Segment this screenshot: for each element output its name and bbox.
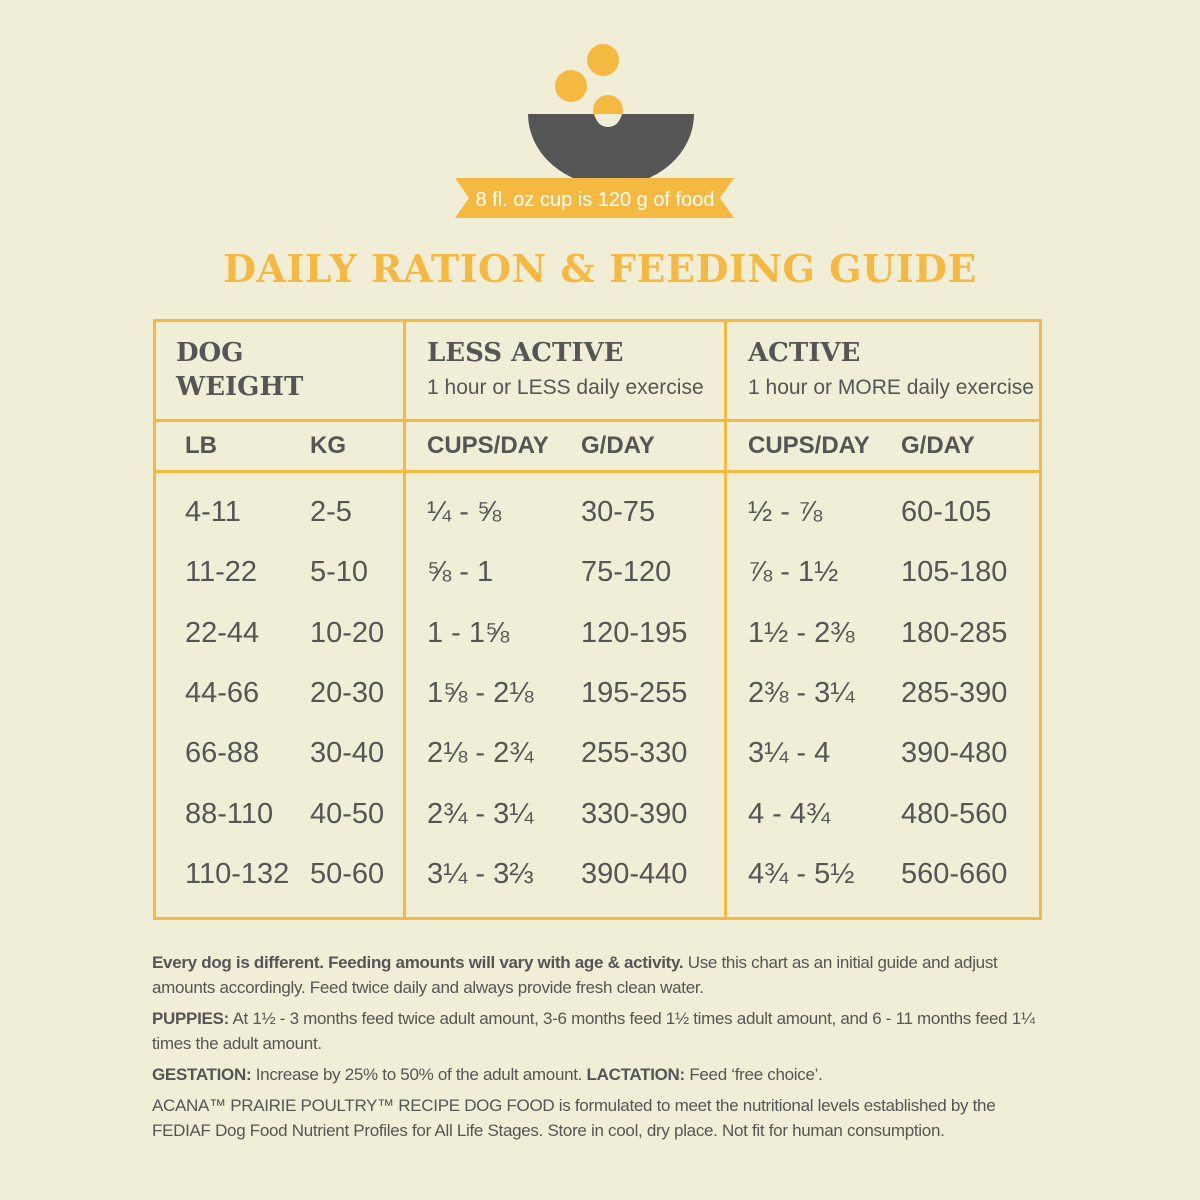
cell: 110-132: [185, 857, 290, 890]
cell: 330-390: [581, 797, 688, 830]
cell: 560-660: [901, 857, 1008, 890]
cell: 2⅜ - 3¼: [748, 676, 855, 709]
column-header: CUPS/DAY: [427, 432, 549, 459]
cell: 480-560: [901, 797, 1008, 830]
note-bold: PUPPIES:: [152, 1009, 229, 1028]
cell: 30-75: [581, 496, 656, 528]
note-paragraph: PUPPIES: At 1½ - 3 months feed twice adu…: [152, 1006, 1047, 1056]
column-header: KG: [310, 432, 346, 459]
divider: [724, 322, 727, 917]
group-subtitle: 1 hour or LESS daily exercise: [427, 376, 704, 399]
note-text: Use this chart as an initial guide and a…: [152, 953, 998, 997]
cell: 11-22: [185, 556, 258, 589]
cell: 2-5: [310, 496, 352, 528]
divider: [156, 419, 1039, 422]
cell: 44-66: [185, 676, 260, 709]
column-header: G/DAY: [901, 432, 975, 459]
divider: [403, 322, 406, 917]
cell: 1 - 1⅝: [427, 616, 510, 649]
cell: 390-480: [901, 737, 1008, 770]
cell: 1⅝ - 2⅛: [427, 676, 534, 709]
cell: 285-390: [901, 676, 1008, 709]
cell: 390-440: [581, 857, 688, 890]
note-bold: LACTATION:: [586, 1065, 686, 1084]
note-text: ACANA™ PRAIRIE POULTRY™ RECIPE DOG FOOD …: [152, 1096, 996, 1140]
column-header: LB: [185, 432, 217, 459]
cell: 40-50: [310, 797, 385, 830]
note-paragraph: ACANA™ PRAIRIE POULTRY™ RECIPE DOG FOOD …: [152, 1093, 1047, 1143]
cell: 22-44: [185, 616, 260, 649]
cell: 4-11: [185, 496, 241, 528]
notes: Every dog is different. Feeding amounts …: [152, 950, 1047, 1149]
title: DAILY RATION & FEEDING GUIDE: [223, 246, 977, 291]
cell: 5-10: [310, 556, 369, 589]
cell: 1½ - 2⅜: [748, 616, 855, 649]
cell: 75-120: [581, 556, 672, 589]
group-title: DOG WEIGHT: [176, 338, 304, 402]
cell: 120-195: [581, 616, 688, 649]
cell: 4¾ - 5½: [748, 857, 855, 890]
divider: [156, 470, 1039, 473]
cell: 255-330: [581, 737, 688, 770]
cell: 180-285: [901, 616, 1008, 649]
cell: 4 - 4¾: [748, 797, 831, 830]
cell: 10-20: [310, 616, 385, 649]
note-text: Increase by 25% to 50% of the adult amou…: [251, 1065, 587, 1084]
badge-text: 8 fl. oz cup is 120 g of food: [475, 189, 715, 211]
note-bold: GESTATION:: [152, 1065, 252, 1084]
cell: 20-30: [310, 676, 385, 709]
note-text: At 1½ - 3 months feed twice adult amount…: [152, 1009, 1035, 1053]
cell: 60-105: [901, 496, 992, 528]
group-title: LESS ACTIVE: [427, 338, 624, 368]
cell: 195-255: [581, 676, 688, 709]
cell: 2¾ - 3¼: [427, 797, 534, 830]
cell: 2⅛ - 2¾: [427, 737, 534, 770]
feeding-table: DOG WEIGHT LESS ACTIVE 1 hour or LESS dail…: [153, 319, 1042, 920]
cell: ¼ - ⅝: [427, 496, 502, 528]
cell: 3¼ - 3⅔: [427, 857, 534, 890]
cell: ½ - ⅞: [748, 496, 823, 528]
column-header: G/DAY: [581, 432, 655, 459]
cell: ⅞ - 1½: [748, 556, 839, 589]
cell: 88-110: [185, 797, 274, 830]
note-text: Feed ‘free choice’.: [684, 1065, 823, 1084]
cell: ⅝ - 1: [427, 556, 494, 589]
cell: 50-60: [310, 857, 385, 890]
group-title: ACTIVE: [748, 338, 861, 368]
cell: 66-88: [185, 737, 260, 770]
bowl-icon: [455, 44, 734, 218]
note-paragraph: Every dog is different. Feeding amounts …: [152, 950, 1047, 1000]
cell: 30-40: [310, 737, 385, 770]
cell: 105-180: [901, 556, 1008, 589]
note-paragraph: GESTATION: Increase by 25% to 50% of the…: [152, 1062, 1047, 1087]
column-header: CUPS/DAY: [748, 432, 870, 459]
group-subtitle: 1 hour or MORE daily exercise: [748, 376, 1034, 399]
cell: 3¼ - 4: [748, 737, 831, 770]
note-bold: Every dog is different. Feeding amounts …: [152, 953, 684, 972]
